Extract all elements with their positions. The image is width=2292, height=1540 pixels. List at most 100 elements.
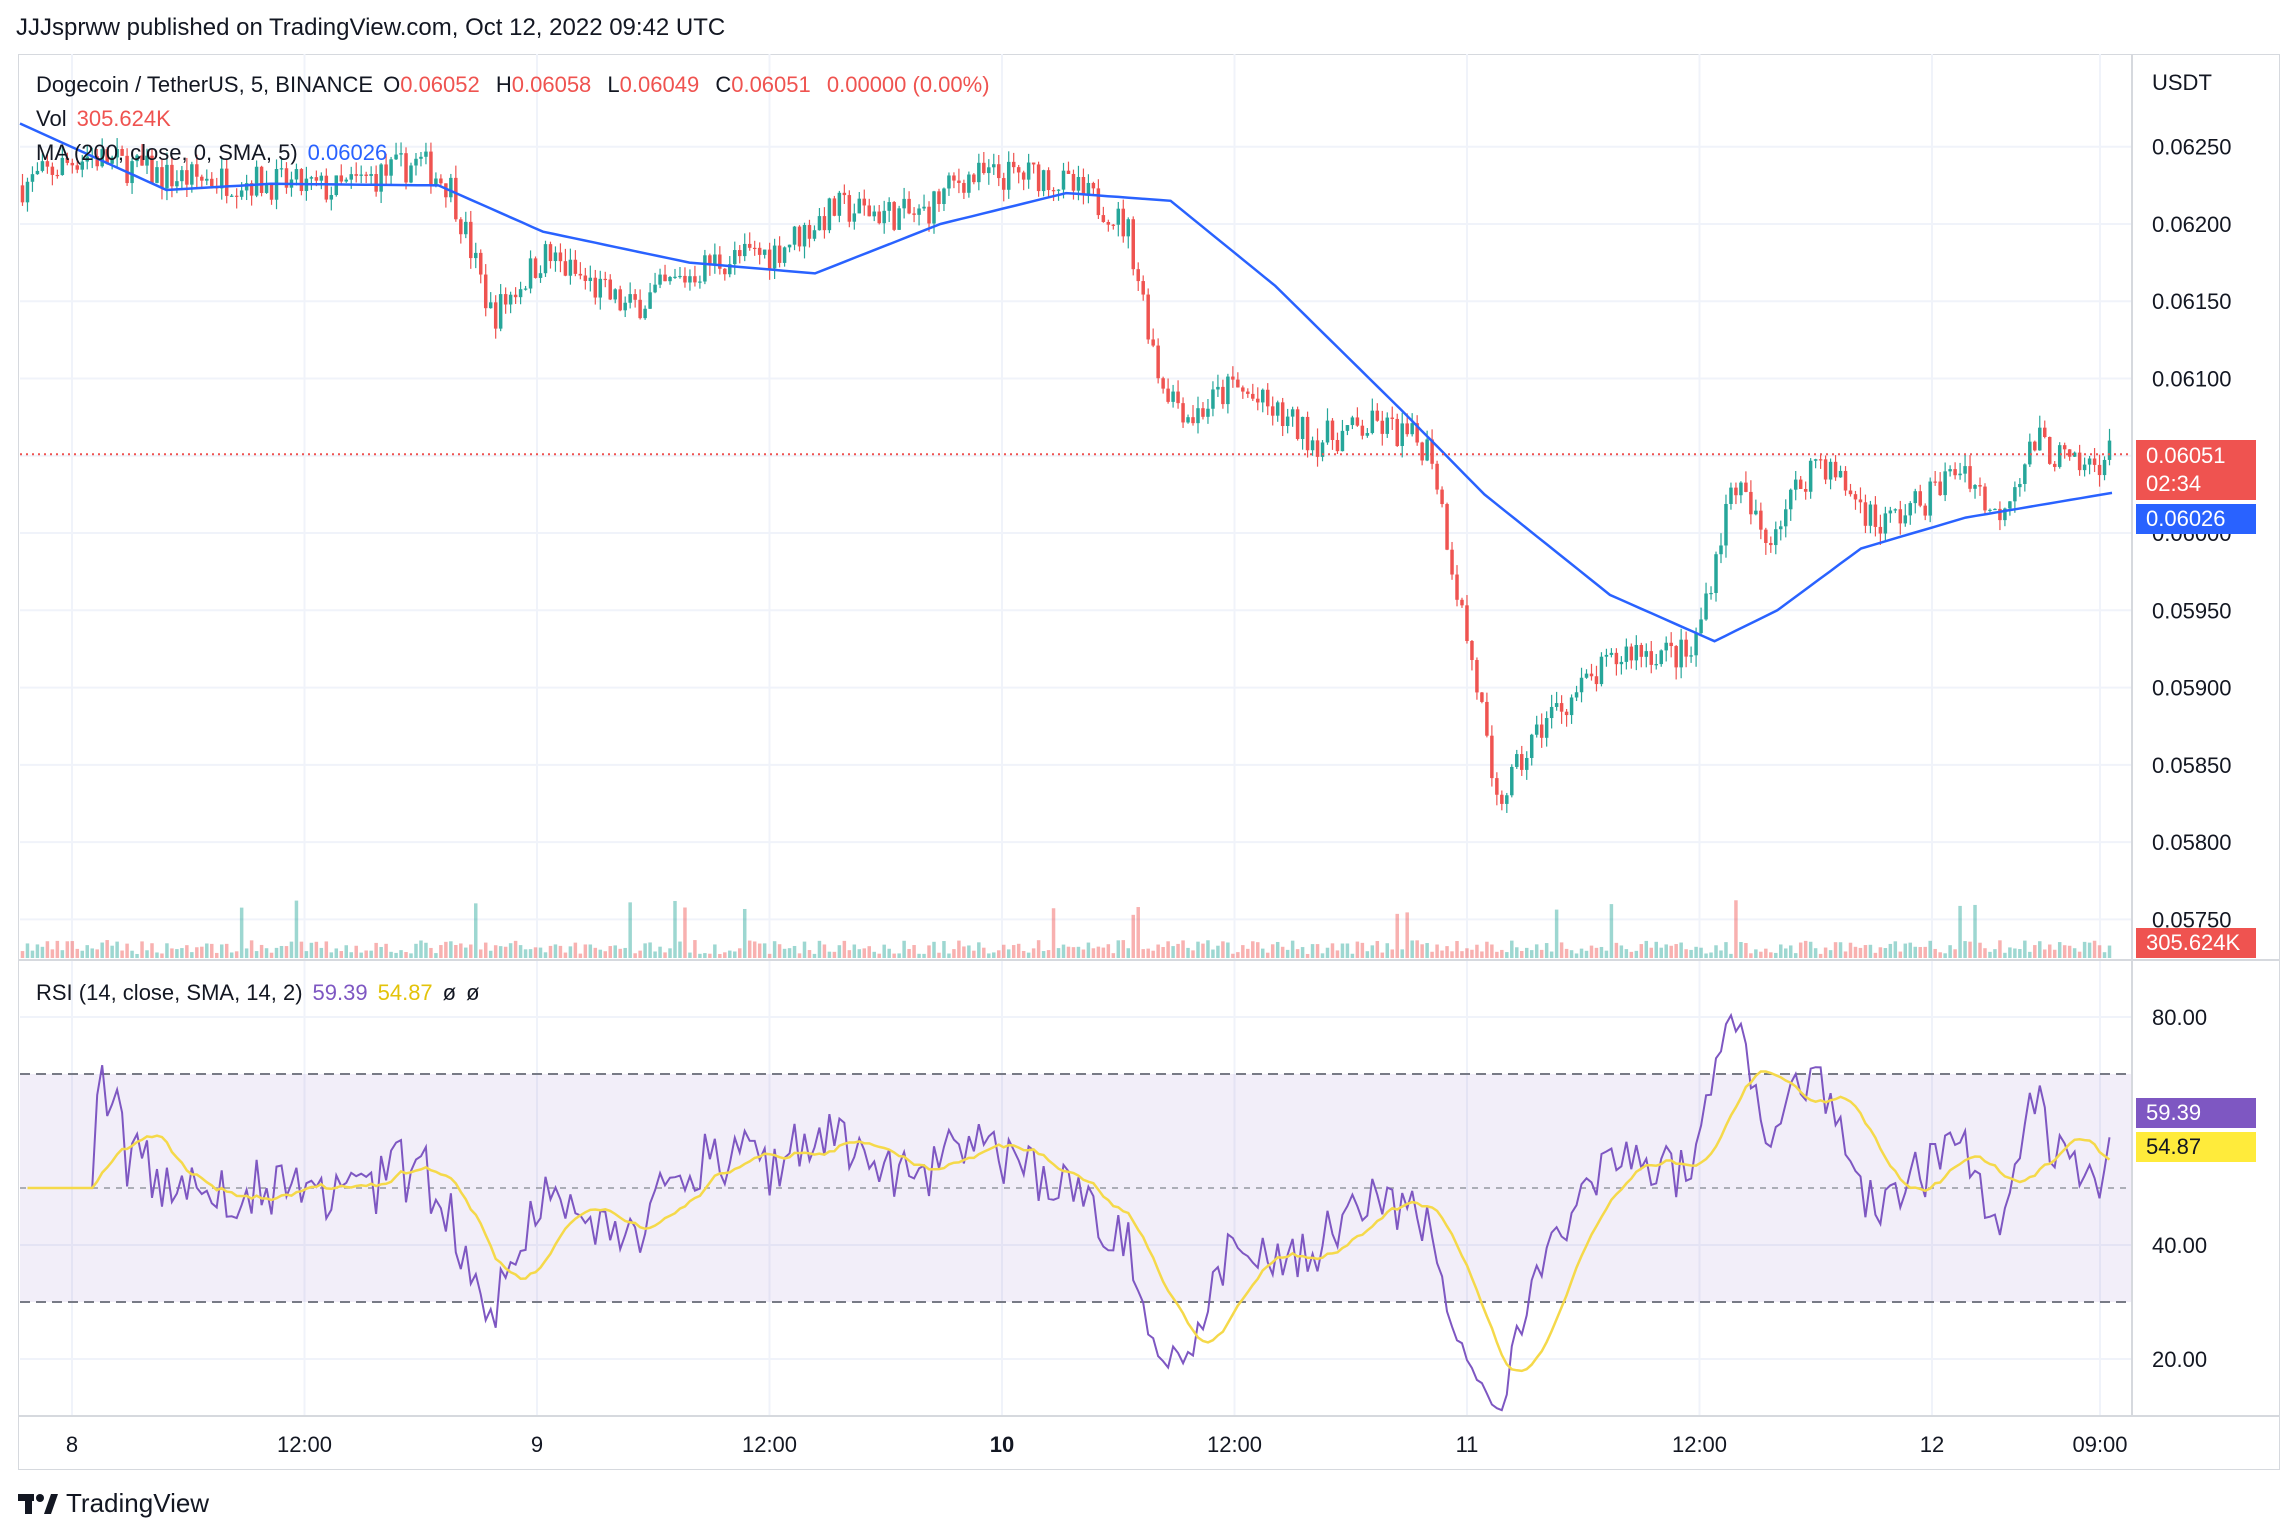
volume-bar (1216, 945, 1220, 958)
volume-bar (444, 941, 448, 958)
volume-bar (503, 946, 508, 958)
volume-bar (1963, 941, 1967, 958)
candle-body (1216, 386, 1220, 390)
volume-bar (1953, 949, 1957, 958)
volume-bar (2038, 941, 2042, 958)
candle-body (862, 198, 867, 206)
candle-body (284, 168, 289, 188)
candle-body (1594, 676, 1599, 685)
candle-body (1559, 703, 1564, 712)
candle-body (2013, 487, 2017, 502)
candle-body (767, 249, 772, 269)
candle-body (229, 195, 234, 197)
candle-body (1270, 406, 1275, 416)
volume-bar (1320, 953, 1325, 958)
volume-bar (1524, 947, 1529, 958)
ma-price-tag: 0.06026 (2136, 504, 2256, 534)
volume-bar (234, 951, 239, 958)
legend-symbol[interactable]: Dogecoin / TetherUS, 5, BINANCE (36, 72, 374, 97)
volume-bar (254, 951, 259, 958)
volume-bar (1196, 941, 1200, 958)
volume-bar (150, 943, 154, 958)
currency-label: USDT (2152, 70, 2212, 95)
candle-body (210, 178, 214, 187)
volume-bar (777, 944, 782, 958)
candle-body (80, 161, 85, 170)
candle-body (967, 174, 971, 193)
candle-body (195, 164, 199, 177)
candle-body (623, 302, 627, 311)
volume-bar (1300, 947, 1305, 958)
candle-body (2087, 458, 2092, 465)
volume-bar (1176, 943, 1180, 958)
candle-body (1734, 487, 1738, 496)
volume-bar (65, 941, 70, 958)
candle-body (877, 211, 881, 224)
candle-body (2047, 437, 2052, 464)
candle-body (1798, 479, 1803, 489)
candle-body (1435, 463, 1439, 490)
time-label: 12:00 (1207, 1432, 1262, 1457)
volume-bar (892, 953, 896, 958)
candle-body (1933, 481, 1937, 483)
volume-bar (668, 948, 672, 958)
volume-bar (728, 950, 732, 958)
legend-ma-label[interactable]: MA (200, close, 0, SMA, 5) (36, 140, 298, 165)
volume-bar (1295, 949, 1300, 958)
candle-body (1066, 170, 1071, 174)
candle-body (160, 167, 164, 189)
volume-bar (1226, 942, 1230, 958)
candle-body (1554, 703, 1559, 707)
volume-bar (1290, 940, 1295, 958)
candle-body (1793, 479, 1798, 490)
candle-body (459, 219, 463, 235)
volume-bar (1345, 943, 1350, 958)
published-line: JJJsprww published on TradingView.com, O… (16, 14, 726, 41)
candle-body (2067, 449, 2072, 457)
candle-body (1021, 172, 1026, 180)
volume-bar (185, 945, 189, 958)
volume-bar (573, 942, 578, 958)
candle-body (1455, 574, 1459, 600)
volume-bar (1774, 952, 1778, 958)
candle-body (1380, 420, 1385, 434)
volume-bar (1694, 946, 1698, 958)
volume-bar (1450, 951, 1454, 958)
legend-c-value: 0.06051 (731, 72, 811, 97)
volume-bar (1036, 940, 1041, 958)
volume-bar (135, 953, 139, 958)
volume-bar (688, 952, 692, 958)
volume-bar (2023, 940, 2027, 958)
volume-bar (1076, 946, 1081, 958)
candle-body (1096, 188, 1101, 216)
volume-bar (663, 952, 667, 958)
volume-bar (1569, 950, 1574, 958)
candle-body (1006, 161, 1011, 190)
candle-body (927, 206, 931, 224)
legend-rsi-label[interactable]: RSI (14, close, SMA, 14, 2) (36, 980, 303, 1005)
volume-bar (1465, 948, 1469, 958)
candle-body (508, 294, 513, 305)
candle-body (1739, 482, 1743, 496)
candle-body (907, 198, 911, 214)
legend-vol-label[interactable]: Vol (36, 106, 67, 131)
volume-bar (937, 952, 941, 958)
volume-bar (374, 942, 378, 958)
candle-body (952, 175, 956, 181)
tradingview-logo[interactable]: TradingView (18, 1488, 209, 1519)
volume-bar (1784, 948, 1788, 958)
volume-bar (1086, 942, 1091, 958)
legend-rsi-ma-value: 54.87 (377, 980, 433, 1005)
volume-bar (872, 951, 876, 958)
volume-bar (523, 949, 528, 958)
volume-bar (787, 948, 792, 958)
candle-body (982, 162, 986, 174)
volume-bar (219, 944, 224, 958)
candle-body (1674, 646, 1678, 668)
candle-body (319, 175, 324, 181)
candle-body (892, 202, 896, 230)
volume-bar (583, 944, 588, 958)
candle-body (648, 292, 652, 309)
candle-body (1036, 164, 1041, 192)
